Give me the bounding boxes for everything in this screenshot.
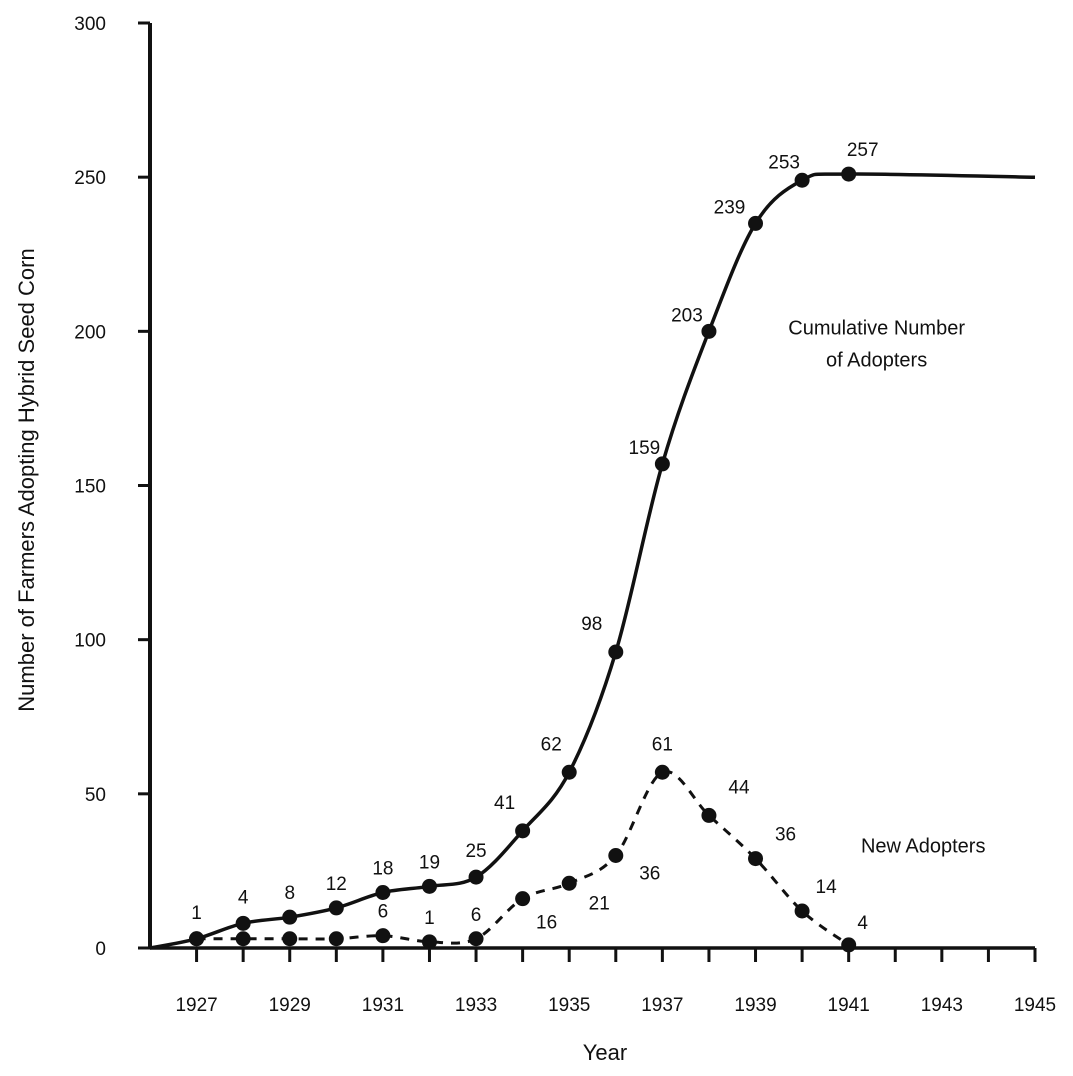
data-point xyxy=(608,848,624,863)
data-label: 4 xyxy=(857,913,868,934)
data-label: 41 xyxy=(494,793,515,814)
data-point xyxy=(235,931,251,947)
data-label: 62 xyxy=(541,734,562,755)
data-label: 6 xyxy=(378,902,389,923)
x-tick-label: 1945 xyxy=(1014,995,1056,1016)
x-tick-label: 1937 xyxy=(641,995,683,1016)
annotation-text: New Adopters xyxy=(861,835,986,857)
data-label: 21 xyxy=(589,893,610,914)
x-tick-label: 1933 xyxy=(455,995,497,1016)
y-axis-title: Number of Farmers Adopting Hybrid Seed C… xyxy=(14,248,39,711)
x-axis-title: Year xyxy=(583,1040,627,1065)
data-point xyxy=(328,900,344,916)
data-label: 257 xyxy=(847,140,879,161)
data-label: 16 xyxy=(536,913,557,934)
y-tick-label: 50 xyxy=(85,785,106,806)
data-point xyxy=(701,323,717,339)
data-point xyxy=(748,851,764,867)
data-point xyxy=(561,875,577,891)
data-point xyxy=(189,931,205,947)
data-point xyxy=(328,931,344,947)
x-tick-label: 1935 xyxy=(548,995,590,1016)
y-tick-label: 200 xyxy=(74,322,106,343)
cumulative-adopters-line xyxy=(149,172,1036,950)
data-point xyxy=(421,878,437,894)
data-point xyxy=(841,937,857,953)
x-tick-label: 1929 xyxy=(269,995,311,1016)
data-label: 159 xyxy=(629,438,661,459)
data-point xyxy=(282,931,298,947)
data-label: 12 xyxy=(326,874,347,895)
data-label: 14 xyxy=(816,877,838,898)
y-tick-label: 100 xyxy=(74,631,106,652)
data-label: 4 xyxy=(238,887,249,908)
data-label: 1 xyxy=(191,903,202,924)
y-tick-label: 250 xyxy=(74,168,106,189)
data-point xyxy=(841,166,857,182)
data-point xyxy=(375,885,391,900)
x-tick-label: 1939 xyxy=(734,995,776,1016)
series-new-adopters xyxy=(189,764,857,953)
y-axis: 0 50 100 150 200 250 300 xyxy=(74,14,152,960)
x-axis: 1927 1929 1931 1933 1935 1937 1939 1941 1943 1945 xyxy=(150,946,1056,1016)
data-point xyxy=(748,215,764,231)
data-point xyxy=(608,644,624,660)
annotations: Cumulative Number of Adopters New Adopters xyxy=(788,317,985,857)
annotation-text: Cumulative Number xyxy=(788,317,965,339)
data-point xyxy=(282,909,298,925)
y-tick-label: 0 xyxy=(95,939,106,960)
data-point xyxy=(515,891,531,907)
y-tick-label: 150 xyxy=(74,477,106,498)
data-point xyxy=(701,807,717,823)
data-label: 253 xyxy=(768,152,800,173)
data-point xyxy=(421,934,437,950)
annotation-text: of Adopters xyxy=(826,349,927,371)
data-label: 6 xyxy=(471,905,482,926)
data-label: 8 xyxy=(284,883,295,904)
data-label: 98 xyxy=(581,614,602,635)
data-label: 25 xyxy=(465,841,486,862)
y-tick-label: 300 xyxy=(74,14,106,35)
data-point xyxy=(561,764,577,780)
x-tick-label: 1927 xyxy=(175,995,217,1016)
data-label: 1 xyxy=(424,908,435,929)
data-point xyxy=(468,869,484,885)
data-point xyxy=(515,823,531,839)
data-label: 36 xyxy=(775,825,796,846)
data-label: 18 xyxy=(372,859,393,880)
data-label: 44 xyxy=(728,777,750,798)
data-point xyxy=(375,928,391,944)
data-point xyxy=(654,456,670,472)
data-label: 203 xyxy=(671,305,703,326)
data-label: 61 xyxy=(652,734,673,755)
x-tick-label: 1943 xyxy=(921,995,963,1016)
data-point xyxy=(468,931,484,947)
data-point xyxy=(794,172,810,188)
data-label: 239 xyxy=(714,197,746,218)
series-layer xyxy=(149,166,1036,953)
x-tick-label: 1941 xyxy=(828,995,870,1016)
series-cumulative-adopters xyxy=(149,166,1036,950)
data-point xyxy=(794,903,810,919)
data-point xyxy=(654,764,670,780)
data-label: 36 xyxy=(639,864,660,885)
x-tick-label: 1931 xyxy=(362,995,404,1016)
data-label: 19 xyxy=(419,852,440,873)
data-point xyxy=(235,915,251,931)
